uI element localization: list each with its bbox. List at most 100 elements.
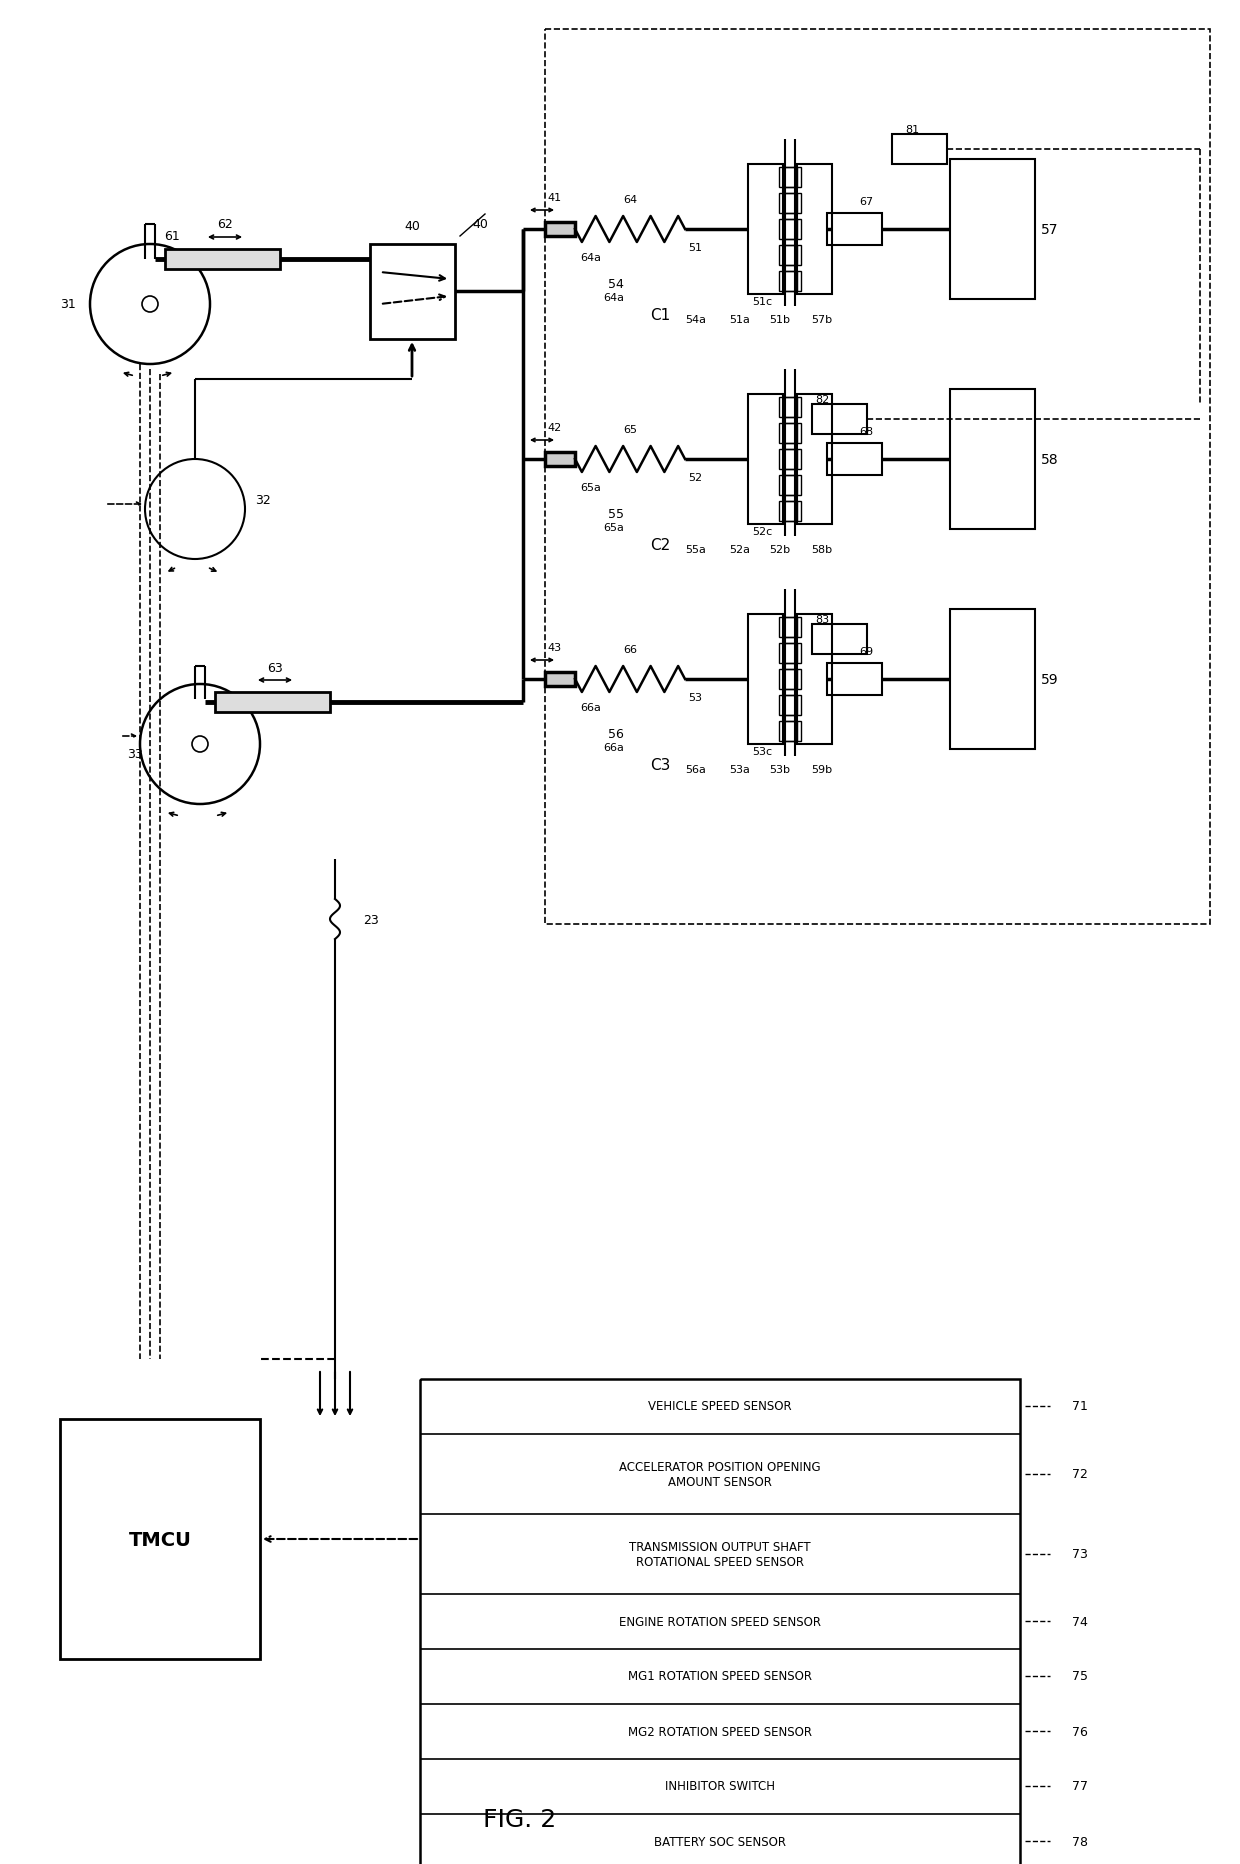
Text: 58: 58 xyxy=(1042,453,1059,466)
Text: INHIBITOR SWITCH: INHIBITOR SWITCH xyxy=(665,1780,775,1793)
Text: 52: 52 xyxy=(688,473,702,483)
Text: 59: 59 xyxy=(1042,673,1059,686)
Text: 73: 73 xyxy=(1073,1547,1087,1560)
Text: 83: 83 xyxy=(815,615,830,624)
Text: 54: 54 xyxy=(608,278,624,291)
Text: 64: 64 xyxy=(622,196,637,205)
Text: 57b: 57b xyxy=(811,315,832,324)
Bar xyxy=(779,643,797,664)
Bar xyxy=(370,244,455,339)
Text: MG2 ROTATION SPEED SENSOR: MG2 ROTATION SPEED SENSOR xyxy=(627,1724,812,1737)
Bar xyxy=(779,423,797,444)
Circle shape xyxy=(145,460,246,559)
Bar xyxy=(748,615,782,744)
Text: 65a: 65a xyxy=(603,522,624,533)
Bar xyxy=(782,643,801,664)
Text: C3: C3 xyxy=(650,757,671,772)
Bar xyxy=(827,664,882,695)
Text: 65: 65 xyxy=(622,425,637,434)
Text: 51: 51 xyxy=(688,242,702,254)
Bar xyxy=(779,397,797,418)
Bar xyxy=(782,475,801,496)
Bar xyxy=(779,669,797,690)
Bar xyxy=(812,624,867,654)
Bar xyxy=(215,693,330,712)
Text: 59b: 59b xyxy=(811,764,832,775)
Text: 53a: 53a xyxy=(729,764,750,775)
Bar xyxy=(165,250,280,270)
Bar xyxy=(782,246,801,267)
Bar xyxy=(812,404,867,434)
Text: 32: 32 xyxy=(255,494,270,507)
Text: 56: 56 xyxy=(608,729,624,742)
Text: 40: 40 xyxy=(404,220,420,233)
Text: 64a: 64a xyxy=(580,254,601,263)
Text: 51a: 51a xyxy=(729,315,750,324)
Text: 57: 57 xyxy=(1042,224,1059,237)
Bar xyxy=(782,220,801,240)
Text: 75: 75 xyxy=(1073,1670,1087,1683)
Bar xyxy=(60,1419,260,1659)
Circle shape xyxy=(143,296,157,313)
Text: 74: 74 xyxy=(1073,1614,1087,1627)
Bar xyxy=(779,168,797,188)
Text: 53: 53 xyxy=(688,693,702,703)
Bar xyxy=(779,475,797,496)
Text: 52b: 52b xyxy=(770,544,791,555)
Text: 55a: 55a xyxy=(686,544,707,555)
Text: 55: 55 xyxy=(608,509,624,522)
Text: 66: 66 xyxy=(622,645,637,654)
Circle shape xyxy=(140,684,260,805)
Text: 71: 71 xyxy=(1073,1400,1087,1413)
Bar xyxy=(782,194,801,214)
Text: 51b: 51b xyxy=(770,315,791,324)
Text: 66a: 66a xyxy=(580,703,601,712)
Bar xyxy=(782,669,801,690)
Text: 61: 61 xyxy=(164,231,180,244)
Text: 43: 43 xyxy=(548,643,562,652)
Bar xyxy=(779,449,797,470)
Text: TRANSMISSION OUTPUT SHAFT
ROTATIONAL SPEED SENSOR: TRANSMISSION OUTPUT SHAFT ROTATIONAL SPE… xyxy=(629,1540,811,1568)
Bar xyxy=(779,721,797,742)
Text: 56a: 56a xyxy=(686,764,707,775)
Text: 23: 23 xyxy=(363,913,378,926)
Bar xyxy=(779,194,797,214)
Text: 68: 68 xyxy=(859,427,873,436)
Bar xyxy=(797,164,832,295)
Text: 67: 67 xyxy=(859,198,873,207)
Bar xyxy=(782,423,801,444)
Circle shape xyxy=(192,736,208,753)
Text: 40: 40 xyxy=(472,218,487,231)
Text: 41: 41 xyxy=(548,192,562,203)
Bar xyxy=(892,134,947,164)
Bar xyxy=(748,164,782,295)
Bar xyxy=(779,220,797,240)
Text: MG1 ROTATION SPEED SENSOR: MG1 ROTATION SPEED SENSOR xyxy=(627,1670,812,1683)
Bar xyxy=(546,453,575,466)
Bar xyxy=(827,444,882,475)
Bar xyxy=(782,695,801,716)
Text: 54a: 54a xyxy=(686,315,707,324)
Bar xyxy=(782,501,801,522)
Bar xyxy=(748,395,782,526)
Bar xyxy=(782,721,801,742)
Text: 63: 63 xyxy=(267,662,283,675)
Bar xyxy=(797,615,832,744)
Bar xyxy=(546,224,575,237)
Text: 53b: 53b xyxy=(770,764,791,775)
Text: 81: 81 xyxy=(905,125,919,134)
Text: 64a: 64a xyxy=(603,293,624,302)
Text: 58b: 58b xyxy=(811,544,832,555)
Bar xyxy=(797,395,832,526)
Text: ENGINE ROTATION SPEED SENSOR: ENGINE ROTATION SPEED SENSOR xyxy=(619,1614,821,1627)
Text: 78: 78 xyxy=(1073,1834,1087,1847)
Text: BATTERY SOC SENSOR: BATTERY SOC SENSOR xyxy=(653,1834,786,1847)
Text: 69: 69 xyxy=(859,647,873,656)
Text: C1: C1 xyxy=(650,308,671,322)
Bar xyxy=(546,673,575,686)
Text: 65a: 65a xyxy=(580,483,601,492)
Bar xyxy=(782,272,801,293)
Text: FIG. 2: FIG. 2 xyxy=(484,1806,557,1830)
Bar xyxy=(779,695,797,716)
Text: C2: C2 xyxy=(650,537,671,552)
